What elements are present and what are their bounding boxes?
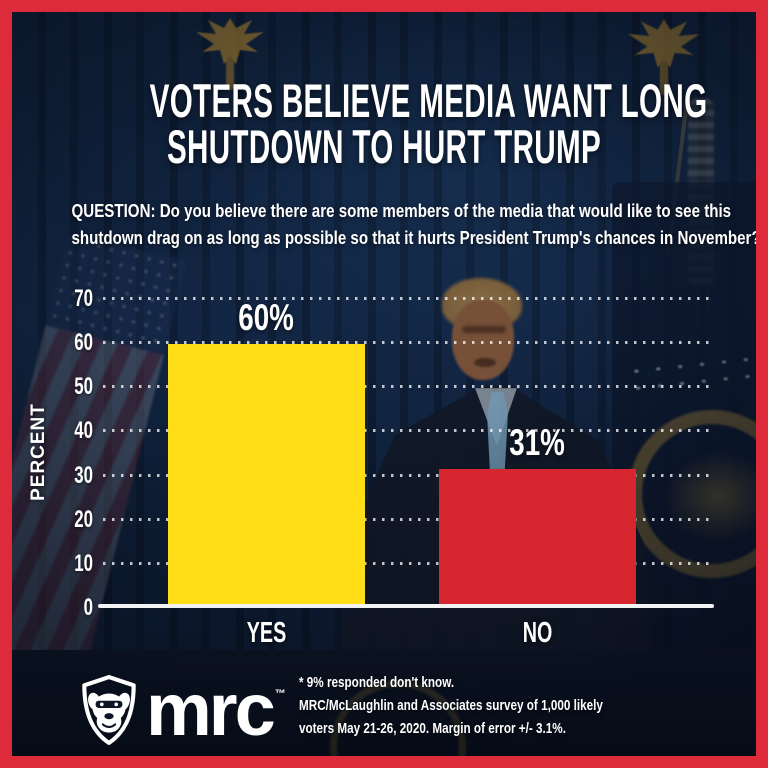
footnote-line-3: voters May 21-26, 2020. Margin of error … bbox=[299, 720, 566, 737]
bar-value-yes: 60% bbox=[238, 297, 295, 338]
y-tick-40: 40 bbox=[74, 417, 93, 444]
title-line-1: VOTERS BELIEVE MEDIA WANT LONG bbox=[149, 74, 708, 127]
gridline-10 bbox=[103, 562, 712, 565]
mrc-logo: mrc ™ bbox=[78, 668, 286, 751]
gridline-30 bbox=[103, 474, 712, 477]
title-line-2: SHUTDOWN TO HURT TRUMP bbox=[166, 120, 602, 173]
page-title: VOTERS BELIEVE MEDIA WANT LONG SHUTDOWN … bbox=[149, 74, 708, 173]
gridline-20 bbox=[103, 518, 712, 521]
gridline-50 bbox=[103, 385, 712, 388]
infographic-canvas: VOTERS BELIEVE MEDIA WANT LONG SHUTDOWN … bbox=[12, 12, 756, 756]
y-tick-20: 20 bbox=[74, 506, 93, 533]
footer: mrc ™ * 9% responded don't know. MRC/McL… bbox=[12, 656, 756, 756]
survey-question: QUESTION: Do you believe there are some … bbox=[71, 198, 756, 252]
x-axis-baseline bbox=[98, 604, 714, 608]
mrc-wordmark: mrc bbox=[146, 668, 276, 751]
gridline-40 bbox=[103, 429, 712, 432]
question-line-1: QUESTION: Do you believe there are some … bbox=[71, 201, 732, 221]
trademark-symbol: ™ bbox=[274, 688, 286, 700]
y-tick-30: 30 bbox=[74, 462, 93, 489]
bar-value-no: 31% bbox=[509, 422, 566, 464]
bar-chart: PERCENT 70 60 50 40 30 20 10 0 60% bbox=[28, 285, 714, 649]
bulldog-shield-icon bbox=[82, 675, 136, 745]
bar-group-yes: 60% YES bbox=[168, 297, 365, 649]
question-line-2: shutdown drag on as long as possible so … bbox=[71, 228, 756, 248]
survey-footnote: * 9% responded don't know. MRC/McLaughli… bbox=[299, 671, 603, 740]
footnote-line-1: * 9% responded don't know. bbox=[299, 674, 455, 691]
y-tick-60: 60 bbox=[74, 329, 93, 356]
y-tick-50: 50 bbox=[74, 373, 93, 400]
footnote-line-2: MRC/McLaughlin and Associates survey of … bbox=[299, 697, 603, 714]
bar-no bbox=[439, 469, 636, 606]
content-layer: VOTERS BELIEVE MEDIA WANT LONG SHUTDOWN … bbox=[12, 12, 756, 756]
y-tick-70: 70 bbox=[74, 285, 93, 312]
dark-vignette-overlay bbox=[12, 12, 756, 756]
y-axis-title: PERCENT bbox=[28, 402, 49, 501]
bar-yes bbox=[168, 344, 365, 606]
x-label-yes: YES bbox=[246, 617, 287, 649]
bar-group-no: 31% NO bbox=[439, 297, 636, 649]
x-label-no: NO bbox=[522, 617, 553, 649]
y-tick-0: 0 bbox=[83, 594, 93, 621]
gridline-60 bbox=[103, 341, 712, 344]
gridline-70 bbox=[103, 297, 712, 300]
y-tick-10: 10 bbox=[74, 550, 93, 577]
